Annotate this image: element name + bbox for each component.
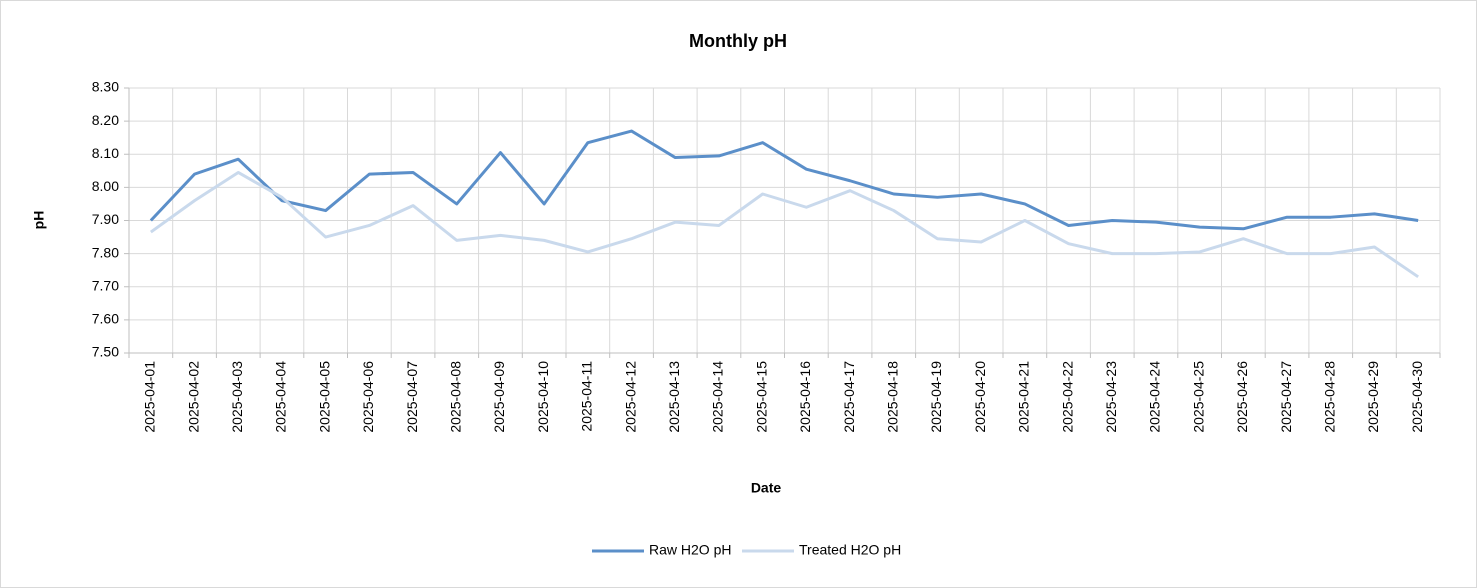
x-tick-label: 2025-04-09 [491,361,507,433]
legend-label: Raw H2O pH [649,542,731,558]
x-tick-label: 2025-04-23 [1103,361,1119,433]
x-tick-label: 2025-04-15 [753,361,769,433]
x-tick-label: 2025-04-18 [884,361,900,433]
x-tick-label: 2025-04-21 [1016,361,1032,433]
x-tick-label: 2025-04-10 [535,361,551,433]
y-tick-label: 8.00 [92,178,119,194]
y-tick-label: 7.80 [92,244,119,260]
x-tick-label: 2025-04-20 [972,361,988,433]
x-tick-label: 2025-04-26 [1234,361,1250,433]
y-tick-label: 7.60 [92,311,119,327]
y-tick-label: 8.10 [92,145,119,161]
x-tick-label: 2025-04-29 [1365,361,1381,433]
x-tick-label: 2025-04-07 [404,361,420,433]
y-axis-label: pH [31,211,47,230]
x-tick-label: 2025-04-22 [1059,361,1075,433]
y-tick-label: 8.20 [92,112,119,128]
x-tick-label: 2025-04-19 [928,361,944,433]
x-tick-label: 2025-04-12 [622,361,638,433]
series-line [149,170,1419,279]
x-axis-label: Date [751,480,782,496]
x-tick-label: 2025-04-01 [142,361,158,433]
x-tick-label: 2025-04-30 [1409,361,1425,433]
series-line [149,129,1419,231]
x-tick-label: 2025-04-17 [841,361,857,433]
legend-label: Treated H2O pH [799,542,901,558]
y-tick-label: 7.50 [92,344,119,360]
x-tick-label: 2025-04-13 [666,361,682,433]
chart-title: Monthly pH [689,31,787,51]
x-tick-label: 2025-04-14 [710,361,726,433]
x-tick-label: 2025-04-11 [579,361,595,432]
x-tick-label: 2025-04-08 [447,361,463,433]
y-tick-label: 7.70 [92,277,119,293]
x-tick-label: 2025-04-24 [1147,361,1163,433]
y-tick-label: 7.90 [92,211,119,227]
x-tick-label: 2025-04-02 [185,361,201,433]
x-tick-label: 2025-04-04 [273,361,289,433]
x-tick-label: 2025-04-16 [797,361,813,433]
x-tick-label: 2025-04-06 [360,361,376,433]
x-tick-label: 2025-04-03 [229,361,245,433]
x-tick-label: 2025-04-05 [316,361,332,433]
y-tick-label: 8.30 [92,79,119,95]
x-tick-label: 2025-04-27 [1278,361,1294,433]
x-tick-label: 2025-04-28 [1321,361,1337,433]
x-tick-label: 2025-04-25 [1190,361,1206,433]
